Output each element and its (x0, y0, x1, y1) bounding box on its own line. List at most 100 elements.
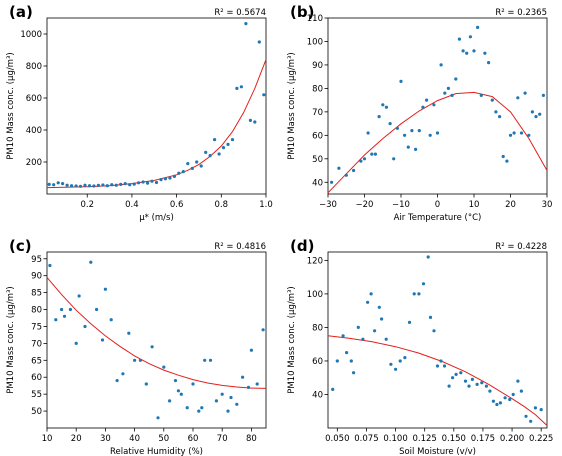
y-tick-label: 55 (31, 390, 42, 400)
data-point (529, 419, 533, 423)
data-point (439, 359, 443, 363)
x-tick-label: 60 (188, 434, 199, 444)
data-point (341, 334, 345, 338)
data-point (168, 176, 172, 180)
data-point (450, 93, 454, 97)
data-point (144, 382, 148, 386)
data-point (381, 103, 385, 107)
x-tick-label: 0.100 (383, 434, 407, 444)
data-point (87, 184, 92, 188)
data-point (361, 337, 365, 341)
x-tick-label: 0.075 (354, 434, 378, 444)
data-point (345, 351, 349, 355)
data-point (410, 129, 414, 133)
panel-label: (c) (9, 237, 32, 255)
data-point (262, 93, 266, 97)
x-tick-label: 0.2 (80, 200, 94, 210)
data-point (344, 173, 348, 177)
data-point (451, 376, 455, 380)
y-tick-label: 85 (31, 289, 42, 299)
r-squared-label: R² = 0.2365 (495, 8, 547, 18)
data-point (384, 105, 388, 109)
data-point (483, 51, 487, 55)
data-point (366, 131, 370, 135)
data-point (399, 79, 403, 83)
data-point (403, 356, 407, 360)
panel-a: 0.2 0.4 0.6 0.8 1.0 200 400 600 800 1000 μ* (m/s) P… (6, 3, 273, 223)
x-tick-label: 70 (217, 434, 228, 444)
x-tick-label: −20 (356, 200, 374, 210)
x-tick-label: 0.4 (125, 200, 139, 210)
data-point (395, 126, 399, 130)
data-point (352, 168, 356, 173)
data-point (61, 182, 65, 186)
data-point (330, 180, 334, 184)
data-point (179, 392, 183, 396)
data-point (190, 166, 194, 170)
y-tick-label: 110 (307, 14, 323, 24)
data-point (239, 85, 243, 89)
data-point (95, 307, 99, 312)
y-tick-label: 75 (31, 322, 42, 332)
data-point (494, 110, 498, 114)
data-point (141, 180, 145, 184)
y-tick-label: 200 (26, 158, 42, 168)
y-axis-title: PM10 Mass conc. (μg/m³) (6, 286, 16, 393)
data-point (412, 292, 416, 296)
data-point (89, 260, 93, 264)
data-point (505, 159, 509, 163)
x-tick-label: 80 (246, 434, 257, 444)
data-point (377, 305, 381, 309)
x-tick-label: 20 (71, 434, 82, 444)
data-point (52, 183, 56, 187)
data-point (335, 359, 339, 363)
data-point (432, 103, 436, 107)
x-axis-title: Air Temperature (°C) (394, 213, 482, 223)
data-point (137, 181, 141, 185)
x-tick-label: 40 (129, 434, 140, 444)
data-point (524, 414, 528, 418)
y-tick-label: 60 (312, 357, 323, 367)
data-point (235, 86, 239, 90)
data-point (373, 152, 377, 156)
data-point (220, 392, 224, 396)
data-point (62, 314, 67, 318)
y-axis-title: PM10 Mass conc. (μg/m³) (6, 52, 16, 159)
data-point (154, 180, 159, 185)
x-tick-label: 0 (435, 200, 440, 210)
panel-label: (b) (290, 3, 314, 21)
panel-b: −30 −20 −10 0 10 20 30 40 50 60 70 80 90 100 110 Air Te… (287, 3, 552, 223)
data-point (221, 146, 226, 150)
x-tick-label: 10 (42, 434, 53, 444)
fit-curve (327, 335, 548, 426)
x-axis-title: Relative Humidity (%) (110, 447, 203, 456)
data-point (421, 105, 425, 109)
data-point (246, 385, 251, 389)
data-point (490, 98, 494, 102)
data-point (435, 364, 440, 368)
data-point (127, 331, 131, 335)
data-point (498, 401, 502, 405)
data-point (426, 255, 430, 259)
y-tick-label: 1000 (20, 30, 42, 40)
data-point (479, 93, 483, 97)
data-point (78, 184, 83, 188)
data-point (421, 282, 426, 286)
plot-frame (327, 17, 548, 195)
x-tick-label: 10 (469, 200, 480, 210)
fit-curve (46, 59, 267, 189)
x-tick-label: 0.150 (442, 434, 466, 444)
data-point (516, 379, 520, 383)
y-tick-label: 40 (312, 178, 323, 188)
data-point (337, 166, 341, 170)
data-point (54, 318, 58, 322)
data-point (389, 362, 393, 366)
data-point (491, 399, 495, 403)
x-tick-label: 50 (158, 434, 169, 444)
data-point (468, 35, 472, 39)
x-tick-label: 0.200 (500, 434, 524, 444)
data-point (359, 159, 363, 163)
data-point (70, 184, 74, 188)
data-point (457, 37, 461, 41)
data-point (150, 345, 154, 349)
